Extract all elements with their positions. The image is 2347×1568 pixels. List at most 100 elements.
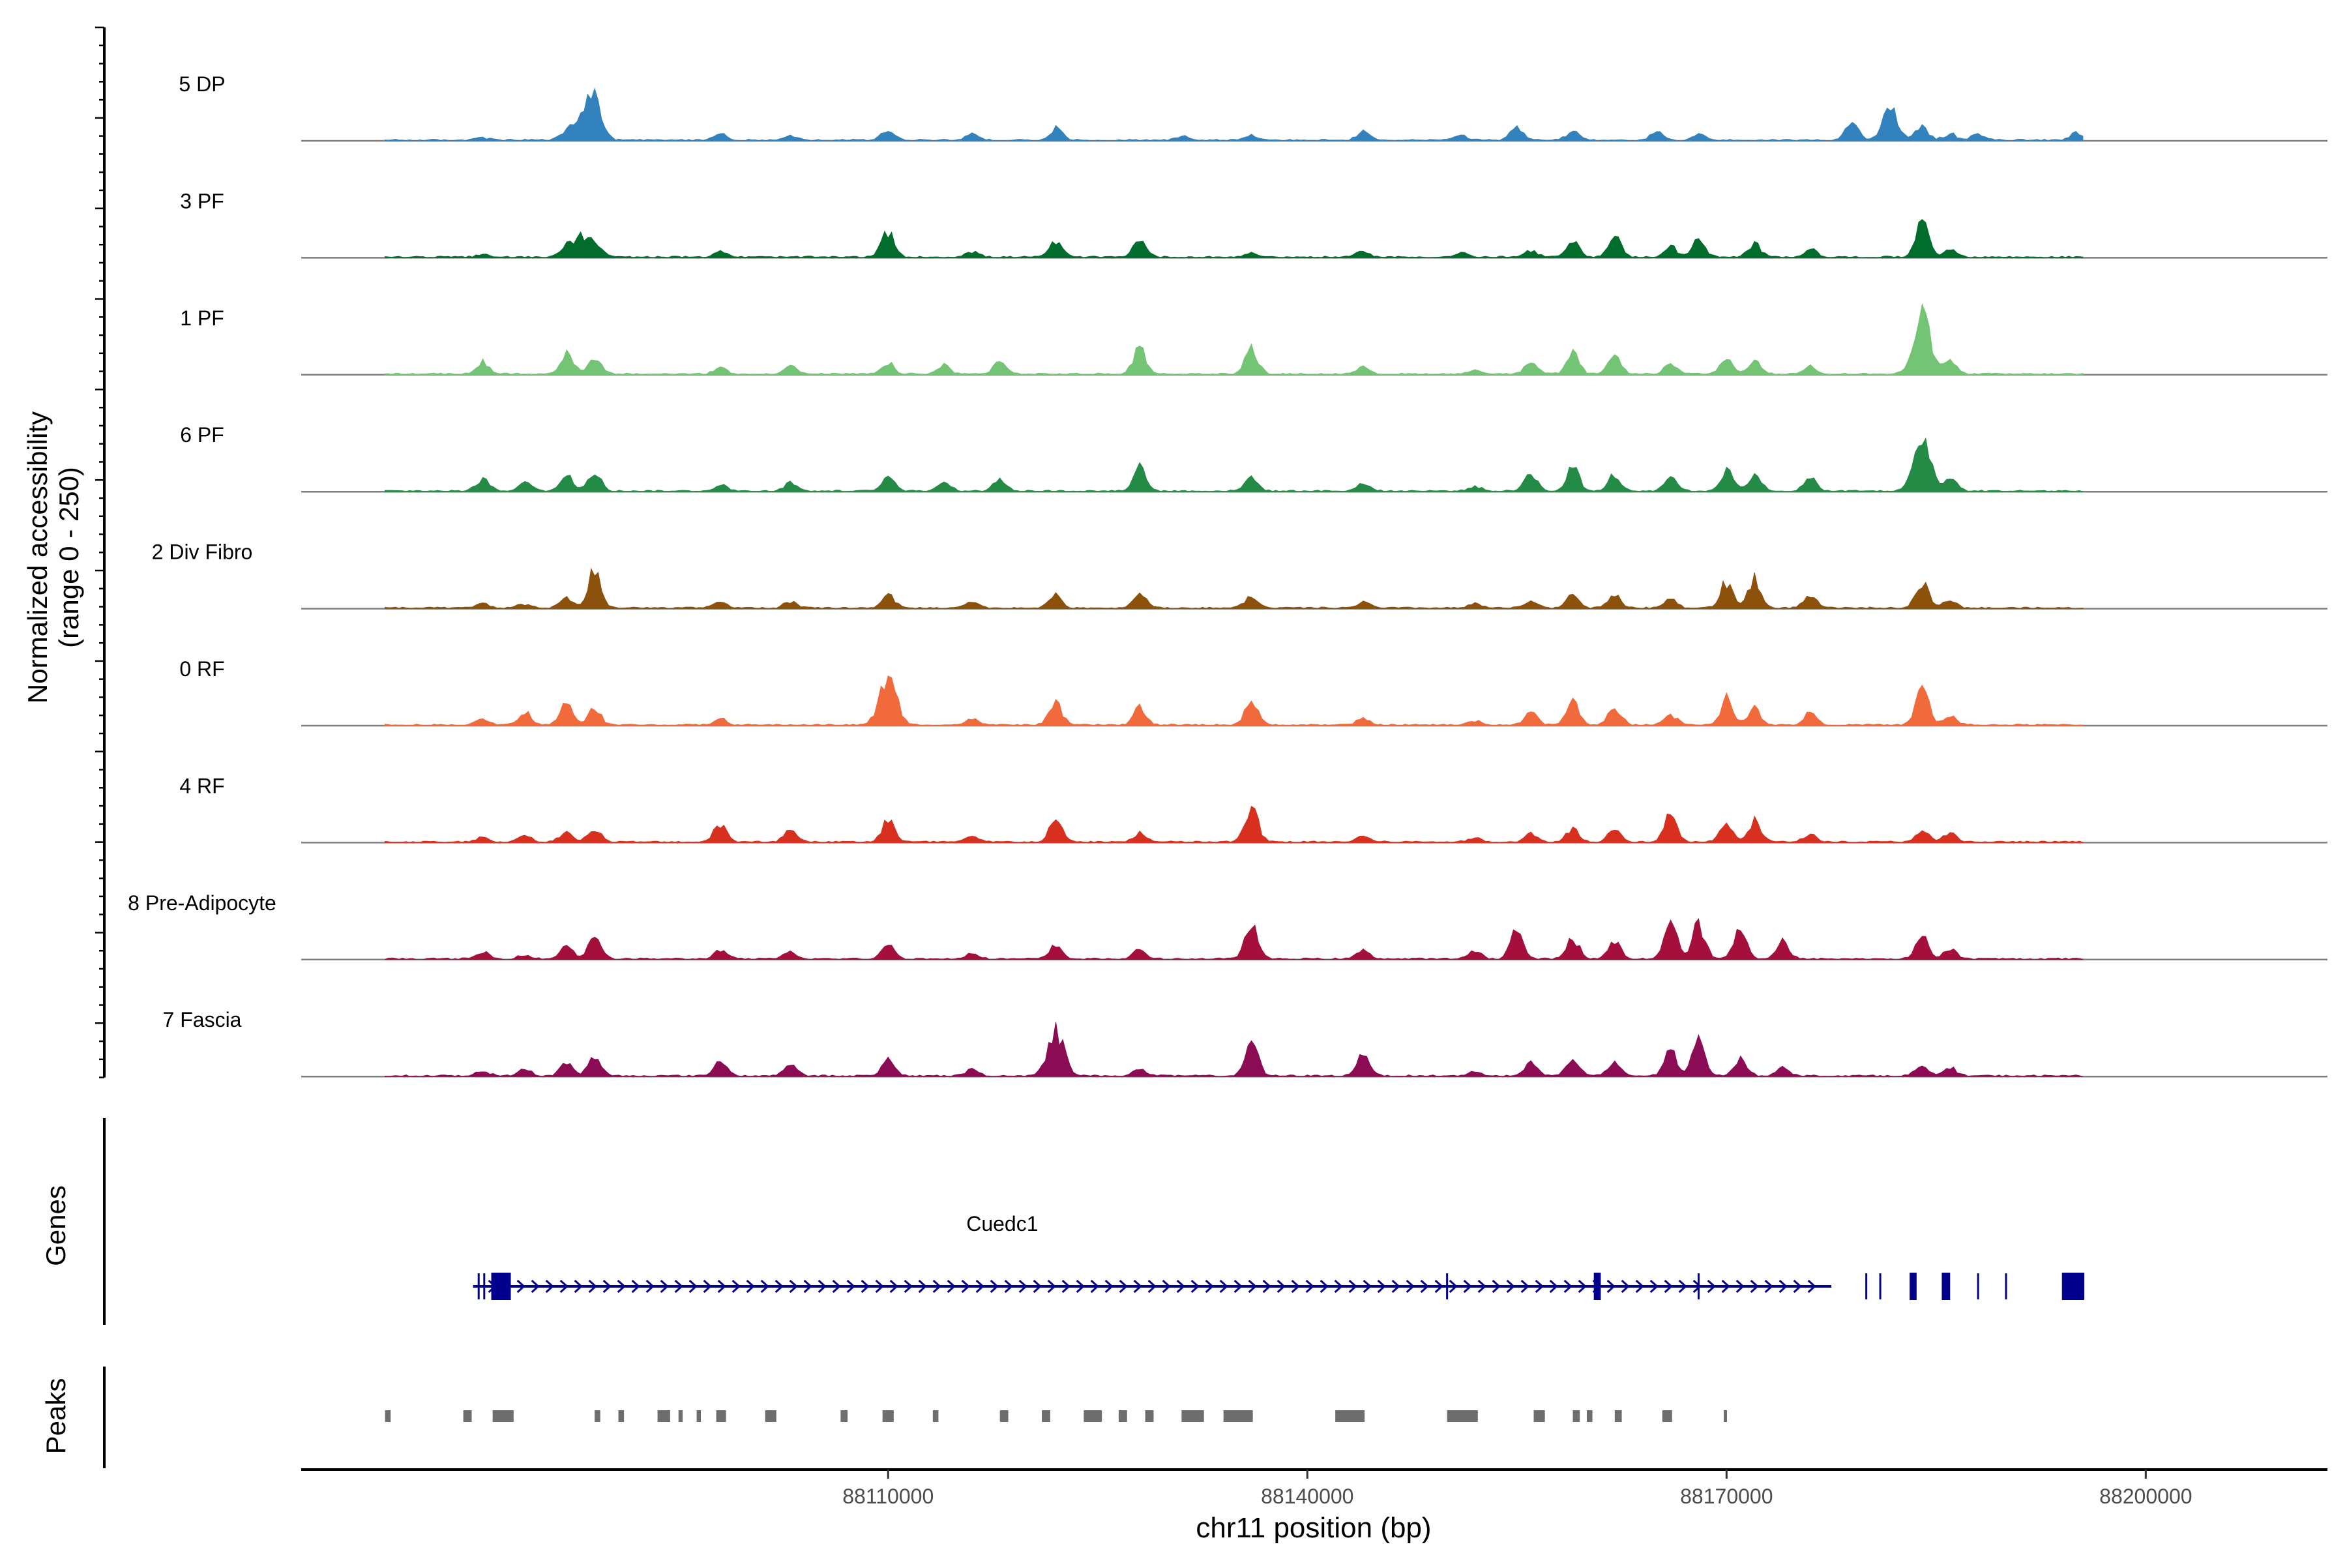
strand-arrow xyxy=(660,1279,669,1294)
strand-arrow xyxy=(1190,1279,1200,1294)
strand-arrow xyxy=(1233,1279,1243,1294)
track-label: 3 PF xyxy=(180,189,224,213)
strand-arrow xyxy=(1635,1279,1644,1294)
strand-arrow xyxy=(516,1279,525,1294)
track-label: 0 RF xyxy=(179,657,224,681)
peak-region xyxy=(1586,1410,1593,1422)
y-axis-label-line1: Normalized accessibility xyxy=(22,411,53,703)
peak-region xyxy=(1533,1410,1545,1422)
strand-arrow xyxy=(1692,1279,1702,1294)
coverage-area xyxy=(385,675,2084,726)
coverage-area xyxy=(385,87,2084,141)
track-0-rf: 0 RF xyxy=(179,657,2327,727)
strand-arrow xyxy=(803,1279,812,1294)
genes-track-label: Genes xyxy=(40,1185,71,1266)
strand-arrow xyxy=(990,1279,999,1294)
strand-arrow xyxy=(588,1279,597,1294)
peak-region xyxy=(657,1410,670,1422)
track-2-div-fibro: 2 Div Fibro xyxy=(152,540,2327,610)
strand-arrow xyxy=(717,1279,726,1294)
strand-arrow xyxy=(1205,1279,1214,1294)
strand-arrow xyxy=(1807,1279,1816,1294)
coverage-area xyxy=(385,567,2084,610)
genes-track: Cuedc1 xyxy=(103,1118,2085,1325)
strand-arrow xyxy=(889,1279,898,1294)
strand-arrow xyxy=(1779,1279,1788,1294)
strand-arrow xyxy=(961,1279,970,1294)
strand-arrow xyxy=(1133,1279,1142,1294)
peak-region xyxy=(696,1410,701,1422)
peak-region xyxy=(1447,1410,1478,1422)
peak-region xyxy=(1084,1410,1102,1422)
strand-arrow xyxy=(645,1279,655,1294)
strand-arrow xyxy=(688,1279,698,1294)
strand-arrow xyxy=(1477,1279,1486,1294)
strand-arrow xyxy=(1606,1279,1616,1294)
strand-arrow xyxy=(1621,1279,1630,1294)
strand-arrow xyxy=(1262,1279,1271,1294)
peak-region xyxy=(678,1410,683,1422)
coverage-area xyxy=(385,918,2084,960)
coverage-area xyxy=(385,806,2084,843)
gene-name-label: Cuedc1 xyxy=(966,1212,1038,1235)
track-label: 4 RF xyxy=(179,774,224,797)
strand-arrow xyxy=(1320,1279,1329,1294)
track-label: 2 Div Fibro xyxy=(152,540,253,564)
peaks-track xyxy=(103,1367,1728,1468)
peak-region xyxy=(1042,1410,1050,1422)
coverage-area xyxy=(385,1022,2084,1077)
track-4-rf: 4 RF xyxy=(179,774,2327,844)
strand-arrow xyxy=(1563,1279,1572,1294)
strand-arrow xyxy=(1033,1279,1042,1294)
peak-region xyxy=(1572,1410,1580,1422)
strand-arrow xyxy=(1147,1279,1157,1294)
strand-arrow xyxy=(1664,1279,1673,1294)
strand-arrow xyxy=(1750,1279,1759,1294)
strand-arrow xyxy=(531,1279,540,1294)
peak-region xyxy=(1724,1410,1728,1422)
strand-arrow xyxy=(1277,1279,1286,1294)
x-tick-label: 88110000 xyxy=(842,1485,934,1508)
strand-arrow xyxy=(674,1279,683,1294)
strand-arrow xyxy=(1018,1279,1027,1294)
strand-arrow xyxy=(1176,1279,1185,1294)
x-tick-label: 88140000 xyxy=(1261,1485,1353,1508)
peak-region xyxy=(1118,1410,1127,1422)
peak-region xyxy=(1145,1410,1154,1422)
track-6-pf: 6 PF xyxy=(180,423,2327,493)
peak-region xyxy=(840,1410,848,1422)
strand-arrow xyxy=(846,1279,855,1294)
peak-region xyxy=(1223,1410,1253,1422)
strand-arrow xyxy=(1047,1279,1056,1294)
peak-region xyxy=(1614,1410,1622,1422)
strand-arrow xyxy=(1549,1279,1558,1294)
strand-arrow xyxy=(574,1279,583,1294)
strand-arrow xyxy=(1793,1279,1802,1294)
strand-arrow xyxy=(1535,1279,1544,1294)
peak-region xyxy=(716,1410,726,1422)
strand-arrow xyxy=(1449,1279,1458,1294)
track-5-dp: 5 DP xyxy=(179,72,2327,142)
coverage-area xyxy=(385,303,2084,376)
track-label: 5 DP xyxy=(179,72,225,96)
strand-arrow xyxy=(1076,1279,1085,1294)
coverage-area xyxy=(385,219,2084,258)
peak-region xyxy=(765,1410,776,1422)
strand-arrow xyxy=(559,1279,568,1294)
coverage-area xyxy=(385,437,2084,492)
y-axis-label-line2: (range 0 - 250) xyxy=(53,467,84,648)
strand-arrow xyxy=(789,1279,798,1294)
track-8-pre-adipocyte: 8 Pre-Adipocyte xyxy=(128,891,2327,961)
strand-arrow xyxy=(1420,1279,1429,1294)
strand-arrow xyxy=(947,1279,956,1294)
x-axis-label: chr11 position (bp) xyxy=(1196,1512,1431,1544)
track-label: 6 PF xyxy=(180,423,224,447)
track-7-fascia: 7 Fascia xyxy=(163,1008,2327,1078)
strand-arrow xyxy=(1764,1279,1773,1294)
strand-arrow xyxy=(602,1279,612,1294)
strand-arrow xyxy=(1334,1279,1343,1294)
track-3-pf: 3 PF xyxy=(180,189,2327,259)
strand-arrow xyxy=(1492,1279,1501,1294)
